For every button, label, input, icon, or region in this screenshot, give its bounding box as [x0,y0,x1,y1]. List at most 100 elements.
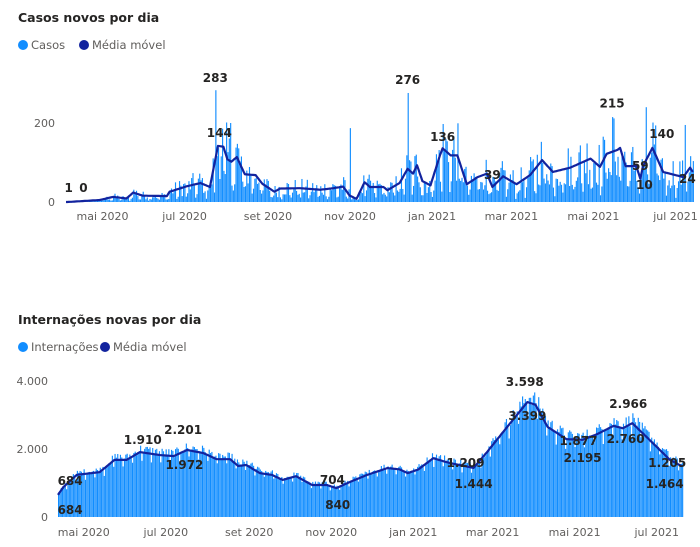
bar [655,446,657,517]
bar [111,200,113,202]
bar [368,469,370,517]
bar [252,188,255,202]
bar [102,200,104,202]
bar [476,465,478,517]
bar [305,480,307,517]
bar [226,122,228,202]
bar [262,473,264,517]
bar [657,175,659,202]
bar [434,457,436,517]
bar [394,468,396,517]
bar [131,197,134,202]
bar [617,421,619,517]
bar [312,183,314,202]
bar [606,428,608,517]
legend-label-moving-average[interactable]: Média móvel [113,340,187,354]
bar [582,191,584,202]
legend-label-moving-average[interactable]: Média móvel [92,38,166,52]
bar [216,463,218,517]
data-label: 10 [636,178,653,192]
x-tick-label: mar 2021 [485,210,538,223]
bar [232,190,234,202]
legend[interactable]: Internações Média móvel [18,340,187,354]
bar [184,449,186,517]
bar [208,186,210,202]
bar [211,184,213,202]
bar [586,429,588,517]
bar [292,481,294,517]
bar [492,438,494,517]
legend-label-cases[interactable]: Casos [31,38,65,52]
bar [597,184,599,202]
bar [142,191,144,202]
bar [242,181,244,202]
bar [117,195,119,202]
bar [458,178,460,202]
bar [378,184,380,202]
bar [193,447,195,517]
bar [425,465,427,517]
bar [253,465,255,517]
bar [652,122,654,202]
bar [449,192,451,202]
bar [663,178,665,202]
bar [222,128,224,202]
bar [146,446,148,517]
bar [152,197,154,202]
bar [625,417,627,517]
bar [417,176,419,202]
bar [504,170,506,202]
bar [141,195,143,202]
bar [335,185,337,202]
bar [421,464,423,517]
bar [648,431,650,517]
bar [466,185,468,202]
bar [106,196,108,202]
bar [360,191,362,202]
bar [153,454,155,517]
bar [634,165,637,202]
bar [332,184,334,202]
bar [491,192,493,202]
bar [555,444,557,517]
bar [400,467,403,517]
legend-label-hospitalizations[interactable]: Internações [31,340,99,354]
bar [336,485,338,517]
bar [460,460,462,517]
bar [515,198,517,202]
chart-title: Internações novas por dia [18,312,201,327]
bar [154,196,156,202]
bar [579,145,581,202]
bar [195,448,197,517]
bar [406,155,408,202]
bar [320,488,322,517]
bar [177,448,179,517]
bar [320,186,322,202]
bar [427,187,429,202]
bar [516,411,518,517]
bar [310,191,312,202]
bar [523,180,525,202]
bar [403,194,405,202]
legend[interactable]: Casos Média móvel [18,38,166,52]
bar [236,459,239,517]
bar [220,156,222,202]
bar [577,177,579,202]
bar [679,464,681,517]
bar [265,470,267,517]
bar [485,159,487,202]
bar [456,180,458,202]
data-label: 840 [325,498,350,512]
bar [248,465,251,517]
bar [577,433,579,517]
bar [78,472,80,517]
bar [667,450,669,517]
bar [203,192,205,202]
bar [544,416,547,517]
bar [543,418,545,517]
bar [671,185,673,202]
bar [645,429,647,517]
bar [255,178,257,202]
bar [274,186,276,202]
bar [390,182,392,202]
